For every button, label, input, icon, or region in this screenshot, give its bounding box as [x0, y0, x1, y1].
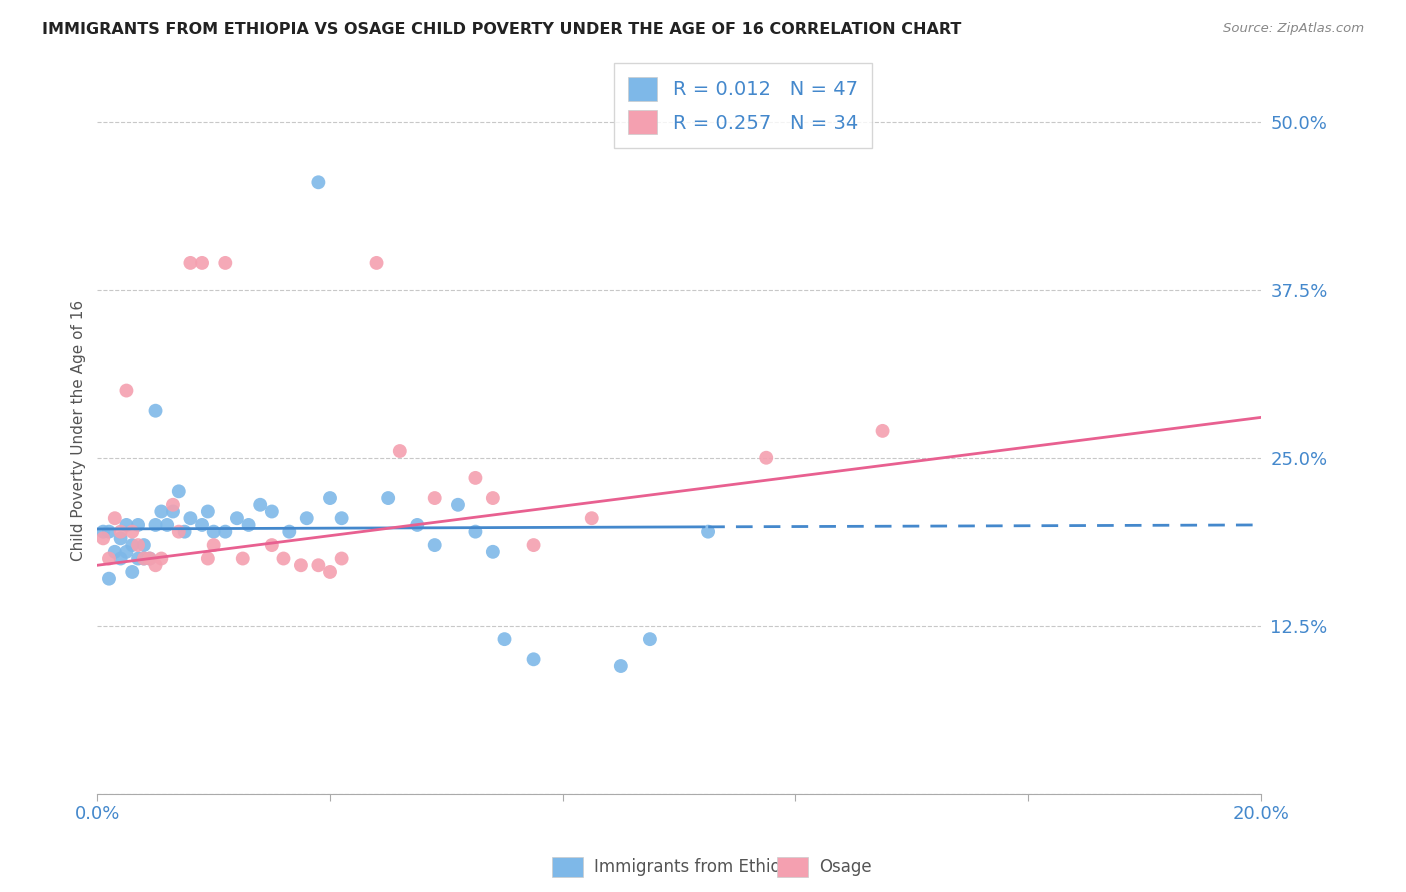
Text: Osage: Osage: [818, 858, 872, 876]
Point: [295, 511, 318, 525]
Point: [238, 517, 260, 532]
Point: [191, 517, 214, 532]
Text: Source: ZipAtlas.com: Source: ZipAtlas.com: [1223, 22, 1364, 36]
Point: [162, 498, 184, 512]
Point: [110, 551, 132, 566]
Point: [638, 632, 661, 647]
Point: [523, 538, 546, 552]
Point: [132, 551, 155, 566]
Point: [307, 558, 329, 573]
Point: [388, 444, 411, 458]
Point: [202, 538, 225, 552]
Point: [581, 511, 603, 525]
Point: [145, 558, 167, 573]
Point: [115, 517, 138, 532]
Point: [91, 524, 114, 539]
Point: [330, 551, 353, 566]
Point: [464, 471, 486, 485]
Point: [110, 524, 132, 539]
Point: [121, 538, 143, 552]
Point: [167, 524, 190, 539]
Point: [260, 538, 283, 552]
Text: Immigrants from Ethiopia: Immigrants from Ethiopia: [593, 858, 806, 876]
Point: [523, 652, 546, 666]
Point: [132, 551, 155, 566]
Point: [156, 517, 179, 532]
Point: [423, 491, 446, 505]
Point: [482, 545, 505, 559]
Point: [132, 538, 155, 552]
Point: [162, 504, 184, 518]
Point: [127, 517, 149, 532]
Point: [115, 384, 138, 398]
Point: [202, 524, 225, 539]
Point: [872, 424, 894, 438]
Point: [366, 256, 388, 270]
Point: [232, 551, 254, 566]
Point: [138, 551, 160, 566]
Point: [145, 403, 167, 417]
Point: [197, 551, 219, 566]
Point: [104, 511, 127, 525]
Point: [127, 551, 149, 566]
Point: [755, 450, 778, 465]
Point: [330, 511, 353, 525]
Point: [610, 659, 633, 673]
Point: [273, 551, 295, 566]
Point: [226, 511, 249, 525]
Point: [214, 524, 236, 539]
Point: [167, 484, 190, 499]
Point: [91, 532, 114, 546]
Point: [179, 511, 201, 525]
Point: [249, 498, 271, 512]
Point: [697, 524, 720, 539]
Point: [110, 532, 132, 546]
Point: [447, 498, 470, 512]
Point: [121, 524, 143, 539]
Point: [173, 524, 195, 539]
Point: [98, 551, 121, 566]
Point: [278, 524, 301, 539]
Legend: R = 0.012   N = 47, R = 0.257   N = 34: R = 0.012 N = 47, R = 0.257 N = 34: [614, 63, 872, 148]
Point: [423, 538, 446, 552]
Point: [307, 175, 329, 189]
Point: [290, 558, 312, 573]
Point: [121, 565, 143, 579]
Point: [150, 504, 173, 518]
Point: [406, 517, 429, 532]
Point: [197, 504, 219, 518]
Text: IMMIGRANTS FROM ETHIOPIA VS OSAGE CHILD POVERTY UNDER THE AGE OF 16 CORRELATION : IMMIGRANTS FROM ETHIOPIA VS OSAGE CHILD …: [42, 22, 962, 37]
Point: [377, 491, 399, 505]
Point: [319, 565, 342, 579]
Point: [104, 545, 127, 559]
Point: [214, 256, 236, 270]
Point: [98, 524, 121, 539]
Point: [482, 491, 505, 505]
Point: [179, 256, 201, 270]
Point: [145, 517, 167, 532]
Point: [319, 491, 342, 505]
Point: [260, 504, 283, 518]
Point: [127, 538, 149, 552]
Y-axis label: Child Poverty Under the Age of 16: Child Poverty Under the Age of 16: [72, 301, 86, 561]
Point: [191, 256, 214, 270]
Point: [138, 551, 160, 566]
Point: [150, 551, 173, 566]
Point: [98, 572, 121, 586]
Point: [115, 545, 138, 559]
Point: [464, 524, 486, 539]
Point: [494, 632, 516, 647]
